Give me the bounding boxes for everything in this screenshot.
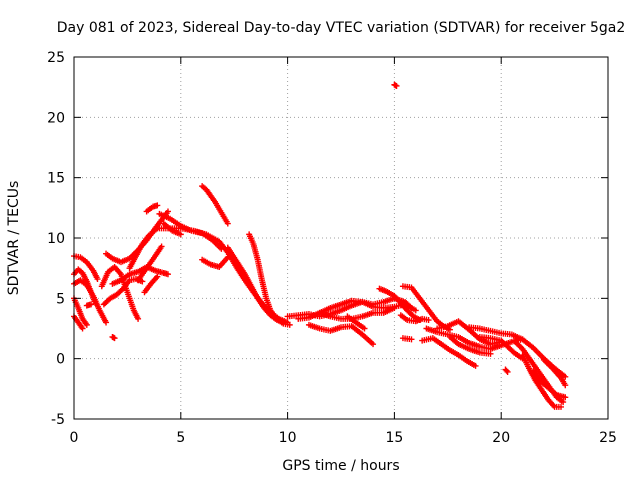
data-point bbox=[558, 403, 565, 410]
data-track bbox=[530, 367, 569, 401]
data-track bbox=[391, 81, 400, 89]
data-track bbox=[519, 352, 565, 410]
data-point bbox=[88, 301, 95, 308]
data-point bbox=[83, 321, 90, 328]
y-tick-label: 20 bbox=[47, 110, 65, 126]
x-tick-label: 20 bbox=[492, 430, 510, 446]
data-point bbox=[472, 362, 479, 369]
data-track bbox=[156, 210, 225, 252]
data-point bbox=[154, 273, 161, 280]
data-track bbox=[83, 301, 95, 309]
data-point bbox=[562, 382, 569, 389]
data-track bbox=[502, 366, 511, 375]
x-axis-label: GPS time / hours bbox=[282, 458, 399, 474]
data-track bbox=[109, 333, 118, 342]
data-point bbox=[158, 243, 165, 250]
data-point bbox=[562, 394, 569, 401]
data-point bbox=[391, 304, 398, 311]
y-tick-label: 0 bbox=[56, 352, 65, 368]
data-track bbox=[71, 253, 101, 283]
chart-title: Day 081 of 2023, Sidereal Day-to-day VTE… bbox=[57, 20, 626, 36]
data-point bbox=[425, 317, 432, 324]
data-track bbox=[160, 220, 184, 238]
data-track bbox=[419, 335, 479, 369]
data-track bbox=[305, 321, 377, 348]
data-track bbox=[143, 202, 161, 215]
data-track bbox=[399, 335, 415, 343]
data-track bbox=[71, 295, 90, 328]
data-track bbox=[476, 333, 526, 362]
data-point bbox=[286, 321, 293, 328]
data-point bbox=[560, 399, 567, 406]
data-point bbox=[135, 315, 142, 322]
data-point bbox=[393, 82, 400, 89]
data-point bbox=[370, 341, 377, 348]
data-point bbox=[164, 208, 171, 215]
data-track bbox=[199, 183, 231, 227]
data-point bbox=[412, 307, 419, 314]
data-track bbox=[199, 254, 231, 270]
data-point bbox=[139, 278, 146, 285]
data-point bbox=[224, 254, 231, 261]
data-point bbox=[94, 276, 101, 283]
data-point bbox=[408, 336, 415, 343]
data-point bbox=[103, 319, 110, 326]
data-point bbox=[164, 271, 171, 278]
y-tick-label: 15 bbox=[47, 171, 65, 187]
x-tick-label: 25 bbox=[599, 430, 617, 446]
y-tick-label: 25 bbox=[47, 50, 65, 66]
axis-ticks: 0 5 10 15 20 25 -5 0 5 10 15 20 25 bbox=[47, 50, 617, 446]
x-tick-label: 15 bbox=[385, 430, 403, 446]
data-track bbox=[434, 318, 505, 348]
data-layer bbox=[71, 81, 569, 410]
data-point bbox=[224, 220, 231, 227]
data-track bbox=[135, 243, 165, 284]
data-point bbox=[154, 202, 161, 209]
data-point bbox=[218, 245, 225, 252]
y-tick-label: 5 bbox=[56, 291, 65, 307]
x-tick-label: 0 bbox=[70, 430, 79, 446]
data-track bbox=[71, 277, 110, 326]
y-tick-label: 10 bbox=[47, 231, 65, 247]
data-track bbox=[344, 313, 368, 332]
data-point bbox=[504, 368, 511, 375]
data-track bbox=[246, 231, 293, 328]
x-tick-label: 10 bbox=[279, 430, 297, 446]
data-point bbox=[79, 325, 86, 332]
data-point bbox=[111, 335, 118, 342]
y-axis-label: SDTVAR / TECUs bbox=[6, 181, 22, 296]
data-point bbox=[487, 350, 494, 357]
data-point bbox=[361, 325, 368, 332]
data-point bbox=[503, 367, 510, 374]
data-track bbox=[446, 333, 494, 357]
data-track bbox=[540, 356, 569, 389]
y-tick-label: -5 bbox=[51, 412, 65, 428]
data-track bbox=[100, 276, 146, 308]
data-point bbox=[562, 373, 569, 380]
data-track bbox=[397, 312, 432, 325]
data-track bbox=[141, 273, 161, 296]
data-point bbox=[177, 231, 184, 238]
x-tick-label: 5 bbox=[176, 430, 185, 446]
data-track bbox=[71, 313, 86, 332]
